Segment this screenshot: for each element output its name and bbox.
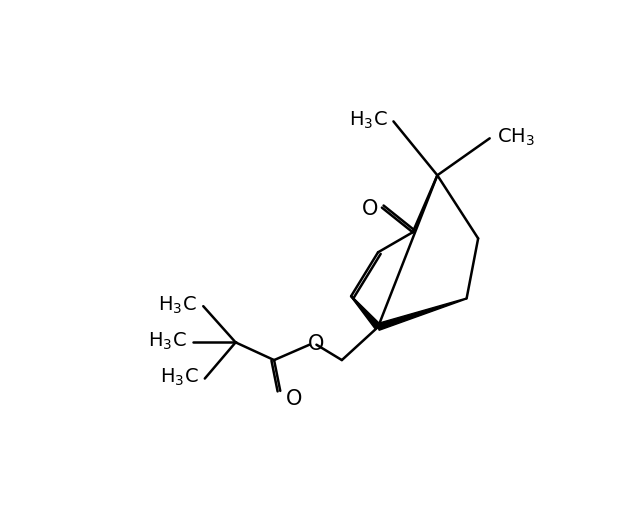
Text: $\mathregular{H_3C}$: $\mathregular{H_3C}$ [349, 110, 387, 131]
Text: $\mathregular{CH_3}$: $\mathregular{CH_3}$ [497, 127, 536, 148]
Polygon shape [351, 296, 381, 329]
Text: O: O [286, 388, 302, 409]
Text: $\mathregular{H_3C}$: $\mathregular{H_3C}$ [160, 367, 198, 388]
Polygon shape [377, 298, 467, 330]
Text: $\mathregular{H_3C}$: $\mathregular{H_3C}$ [148, 331, 187, 352]
Text: O: O [308, 334, 324, 354]
Text: O: O [362, 199, 378, 219]
Text: $\mathregular{H_3C}$: $\mathregular{H_3C}$ [159, 295, 197, 316]
